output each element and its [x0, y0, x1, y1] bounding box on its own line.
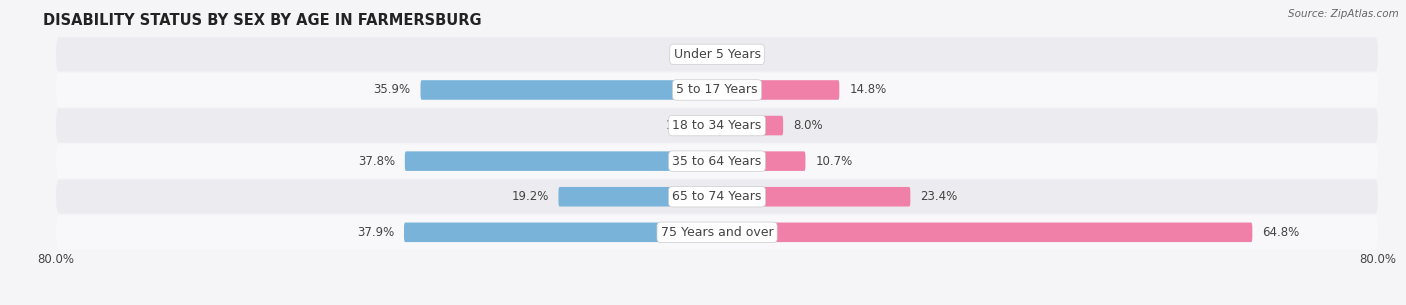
FancyBboxPatch shape: [558, 187, 717, 206]
Text: 5 to 17 Years: 5 to 17 Years: [676, 84, 758, 96]
Text: DISABILITY STATUS BY SEX BY AGE IN FARMERSBURG: DISABILITY STATUS BY SEX BY AGE IN FARME…: [44, 13, 482, 28]
Text: Under 5 Years: Under 5 Years: [673, 48, 761, 61]
Text: 1.4%: 1.4%: [665, 119, 696, 132]
Text: 35.9%: 35.9%: [374, 84, 411, 96]
Text: Source: ZipAtlas.com: Source: ZipAtlas.com: [1288, 9, 1399, 19]
FancyBboxPatch shape: [420, 80, 717, 100]
FancyBboxPatch shape: [56, 180, 1378, 214]
Text: 14.8%: 14.8%: [849, 84, 886, 96]
FancyBboxPatch shape: [404, 223, 717, 242]
Text: 18 to 34 Years: 18 to 34 Years: [672, 119, 762, 132]
Text: 8.0%: 8.0%: [793, 119, 823, 132]
Text: 0.0%: 0.0%: [723, 48, 752, 61]
FancyBboxPatch shape: [405, 151, 717, 171]
FancyBboxPatch shape: [56, 144, 1378, 178]
Text: 0.0%: 0.0%: [682, 48, 711, 61]
FancyBboxPatch shape: [56, 37, 1378, 71]
Text: 64.8%: 64.8%: [1263, 226, 1299, 239]
FancyBboxPatch shape: [717, 223, 1253, 242]
FancyBboxPatch shape: [706, 116, 717, 135]
Text: 75 Years and over: 75 Years and over: [661, 226, 773, 239]
FancyBboxPatch shape: [56, 73, 1378, 107]
FancyBboxPatch shape: [717, 187, 910, 206]
Text: 10.7%: 10.7%: [815, 155, 852, 168]
Text: 23.4%: 23.4%: [921, 190, 957, 203]
Text: 19.2%: 19.2%: [512, 190, 548, 203]
FancyBboxPatch shape: [717, 151, 806, 171]
FancyBboxPatch shape: [56, 109, 1378, 143]
Text: 37.8%: 37.8%: [357, 155, 395, 168]
FancyBboxPatch shape: [717, 116, 783, 135]
Text: 35 to 64 Years: 35 to 64 Years: [672, 155, 762, 168]
Text: 65 to 74 Years: 65 to 74 Years: [672, 190, 762, 203]
FancyBboxPatch shape: [56, 215, 1378, 249]
Text: 37.9%: 37.9%: [357, 226, 394, 239]
FancyBboxPatch shape: [717, 80, 839, 100]
